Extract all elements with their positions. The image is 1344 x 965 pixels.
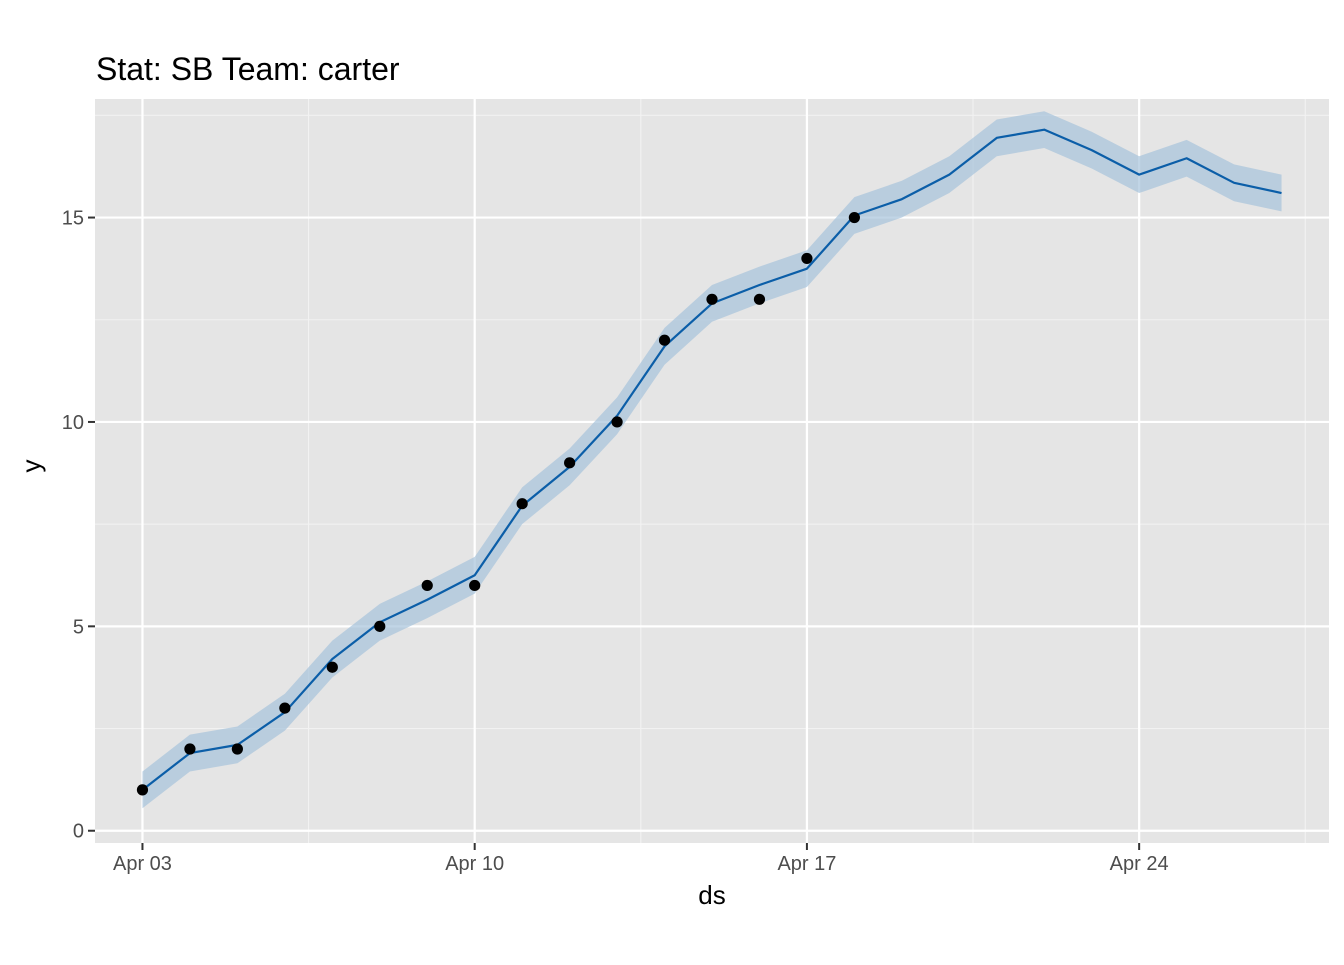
observed-point	[279, 702, 291, 714]
observed-point	[611, 416, 623, 428]
y-tick-label: 5	[73, 616, 84, 638]
observed-point	[658, 334, 671, 346]
observed-point	[706, 293, 718, 305]
x-tick-label: Apr 17	[777, 853, 836, 875]
observed-point	[136, 784, 149, 796]
x-axis: Apr 03 Apr 10 Apr 17 Apr 24	[113, 843, 1169, 875]
observed-point	[801, 252, 813, 265]
observed-point	[421, 579, 433, 592]
observed-point	[469, 579, 481, 592]
y-axis: 0 5 10 15	[62, 208, 95, 843]
y-tick-label: 15	[62, 208, 84, 230]
observed-point	[516, 498, 528, 510]
y-tick-label: 0	[73, 821, 84, 843]
observed-point	[753, 293, 766, 305]
x-tick-label: Apr 10	[445, 853, 504, 875]
x-tick-label: Apr 03	[113, 853, 172, 875]
y-tick-label: 10	[62, 412, 84, 434]
uncertainty-band	[142, 111, 1282, 809]
observed-point	[184, 743, 196, 755]
chart-title: Stat: SB Team: carter	[96, 51, 400, 87]
observed-point	[374, 620, 386, 632]
observed-point	[564, 457, 576, 469]
minor-gridlines	[95, 99, 1329, 843]
uncertainty-band-layer	[142, 111, 1282, 809]
observed-points-layer	[136, 211, 860, 796]
observed-point	[848, 211, 860, 224]
major-gridlines	[95, 99, 1329, 843]
x-axis-title: ds	[698, 880, 725, 910]
observed-point	[326, 661, 338, 673]
plot-panel	[95, 99, 1329, 843]
observed-point	[231, 743, 243, 755]
y-axis-title: y	[16, 460, 46, 473]
x-tick-label: Apr 24	[1110, 853, 1169, 875]
